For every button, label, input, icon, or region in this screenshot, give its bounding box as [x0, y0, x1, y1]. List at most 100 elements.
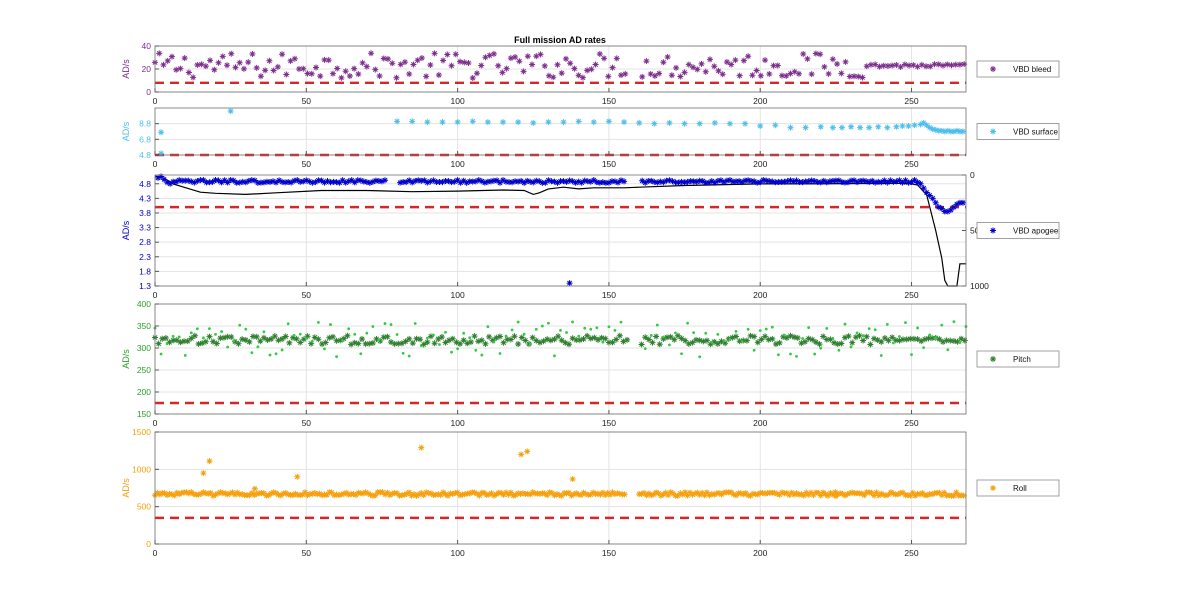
legend-label: VBD apogee	[1013, 227, 1059, 236]
data-point	[279, 336, 286, 343]
data-point	[832, 177, 839, 184]
data-point	[941, 489, 948, 496]
data-point	[823, 179, 830, 186]
data-point	[929, 491, 936, 498]
data-point	[286, 339, 293, 346]
data-point	[519, 490, 526, 497]
data-point	[751, 178, 758, 185]
data-point	[783, 72, 790, 79]
data-point	[503, 489, 510, 496]
data-point	[905, 123, 912, 130]
data-point	[651, 120, 658, 127]
data-point	[787, 70, 794, 77]
data-point	[176, 491, 183, 498]
data-point	[936, 336, 943, 343]
data-point	[155, 340, 162, 347]
data-point	[401, 59, 408, 66]
data-point	[472, 178, 479, 185]
data-point	[482, 54, 489, 61]
data-point	[457, 340, 464, 347]
data-point	[717, 177, 724, 184]
data-point	[707, 341, 714, 348]
data-point	[484, 178, 491, 185]
data-point	[524, 177, 531, 184]
series-pitch	[152, 332, 968, 348]
data-point	[778, 178, 785, 185]
data-point	[217, 335, 224, 342]
data-point	[573, 490, 580, 497]
data-point	[461, 59, 468, 66]
axes-border	[154, 174, 967, 287]
data-point	[728, 337, 732, 341]
data-point	[958, 335, 965, 342]
data-point	[869, 177, 876, 184]
data-point	[499, 69, 506, 76]
data-point	[504, 334, 508, 338]
data-point	[182, 177, 189, 184]
data-point	[344, 332, 351, 339]
data-point	[469, 75, 476, 82]
data-point	[834, 340, 841, 347]
data-point	[682, 337, 689, 344]
data-point	[671, 336, 678, 343]
data-point	[587, 491, 594, 498]
data-point	[536, 339, 543, 346]
data-point	[547, 337, 554, 344]
data-point	[413, 335, 420, 342]
data-point	[198, 61, 205, 68]
data-point	[655, 490, 662, 497]
data-point	[158, 150, 165, 157]
data-point	[817, 492, 824, 499]
data-point	[872, 179, 879, 186]
data-point	[191, 332, 198, 339]
data-point	[582, 490, 589, 497]
data-point	[303, 177, 310, 184]
data-point	[493, 177, 500, 184]
data-point	[342, 68, 349, 75]
data-point	[614, 179, 621, 186]
data-point	[553, 490, 560, 497]
data-point	[529, 334, 536, 341]
data-point	[643, 58, 650, 65]
data-point	[288, 179, 295, 186]
data-point	[666, 177, 673, 184]
data-point	[533, 177, 540, 184]
data-point	[358, 335, 365, 342]
data-point	[837, 348, 841, 352]
data-point	[638, 490, 645, 497]
data-point	[940, 62, 947, 69]
data-point	[385, 55, 392, 62]
data-point	[733, 178, 740, 185]
data-point	[660, 335, 667, 342]
data-point	[772, 341, 779, 348]
data-point	[696, 177, 703, 184]
data-point	[394, 490, 401, 497]
data-point	[584, 178, 591, 185]
data-point	[512, 492, 519, 499]
data-point	[863, 333, 870, 340]
data-point	[576, 337, 583, 344]
data-point	[669, 178, 676, 185]
data-point	[407, 354, 411, 358]
data-point	[442, 178, 449, 185]
data-point	[907, 335, 914, 342]
y-tick-label: 1.8	[139, 266, 151, 276]
y-tick-label: 2.3	[139, 252, 151, 262]
right-y-tick-label: 1000	[970, 281, 989, 291]
data-point	[569, 476, 576, 483]
data-point	[810, 492, 817, 499]
data-point	[161, 490, 168, 497]
data-point	[379, 489, 386, 496]
data-point	[540, 338, 547, 345]
y-axis-label: AD/s	[121, 349, 131, 369]
data-point	[348, 341, 355, 348]
data-point	[365, 331, 369, 335]
data-point	[649, 334, 653, 337]
data-point	[325, 57, 332, 64]
data-point	[706, 492, 713, 499]
y-tick-label: 150	[137, 409, 151, 419]
data-point	[690, 178, 697, 185]
data-point	[901, 61, 908, 68]
data-point	[742, 120, 749, 127]
data-point	[579, 74, 586, 81]
